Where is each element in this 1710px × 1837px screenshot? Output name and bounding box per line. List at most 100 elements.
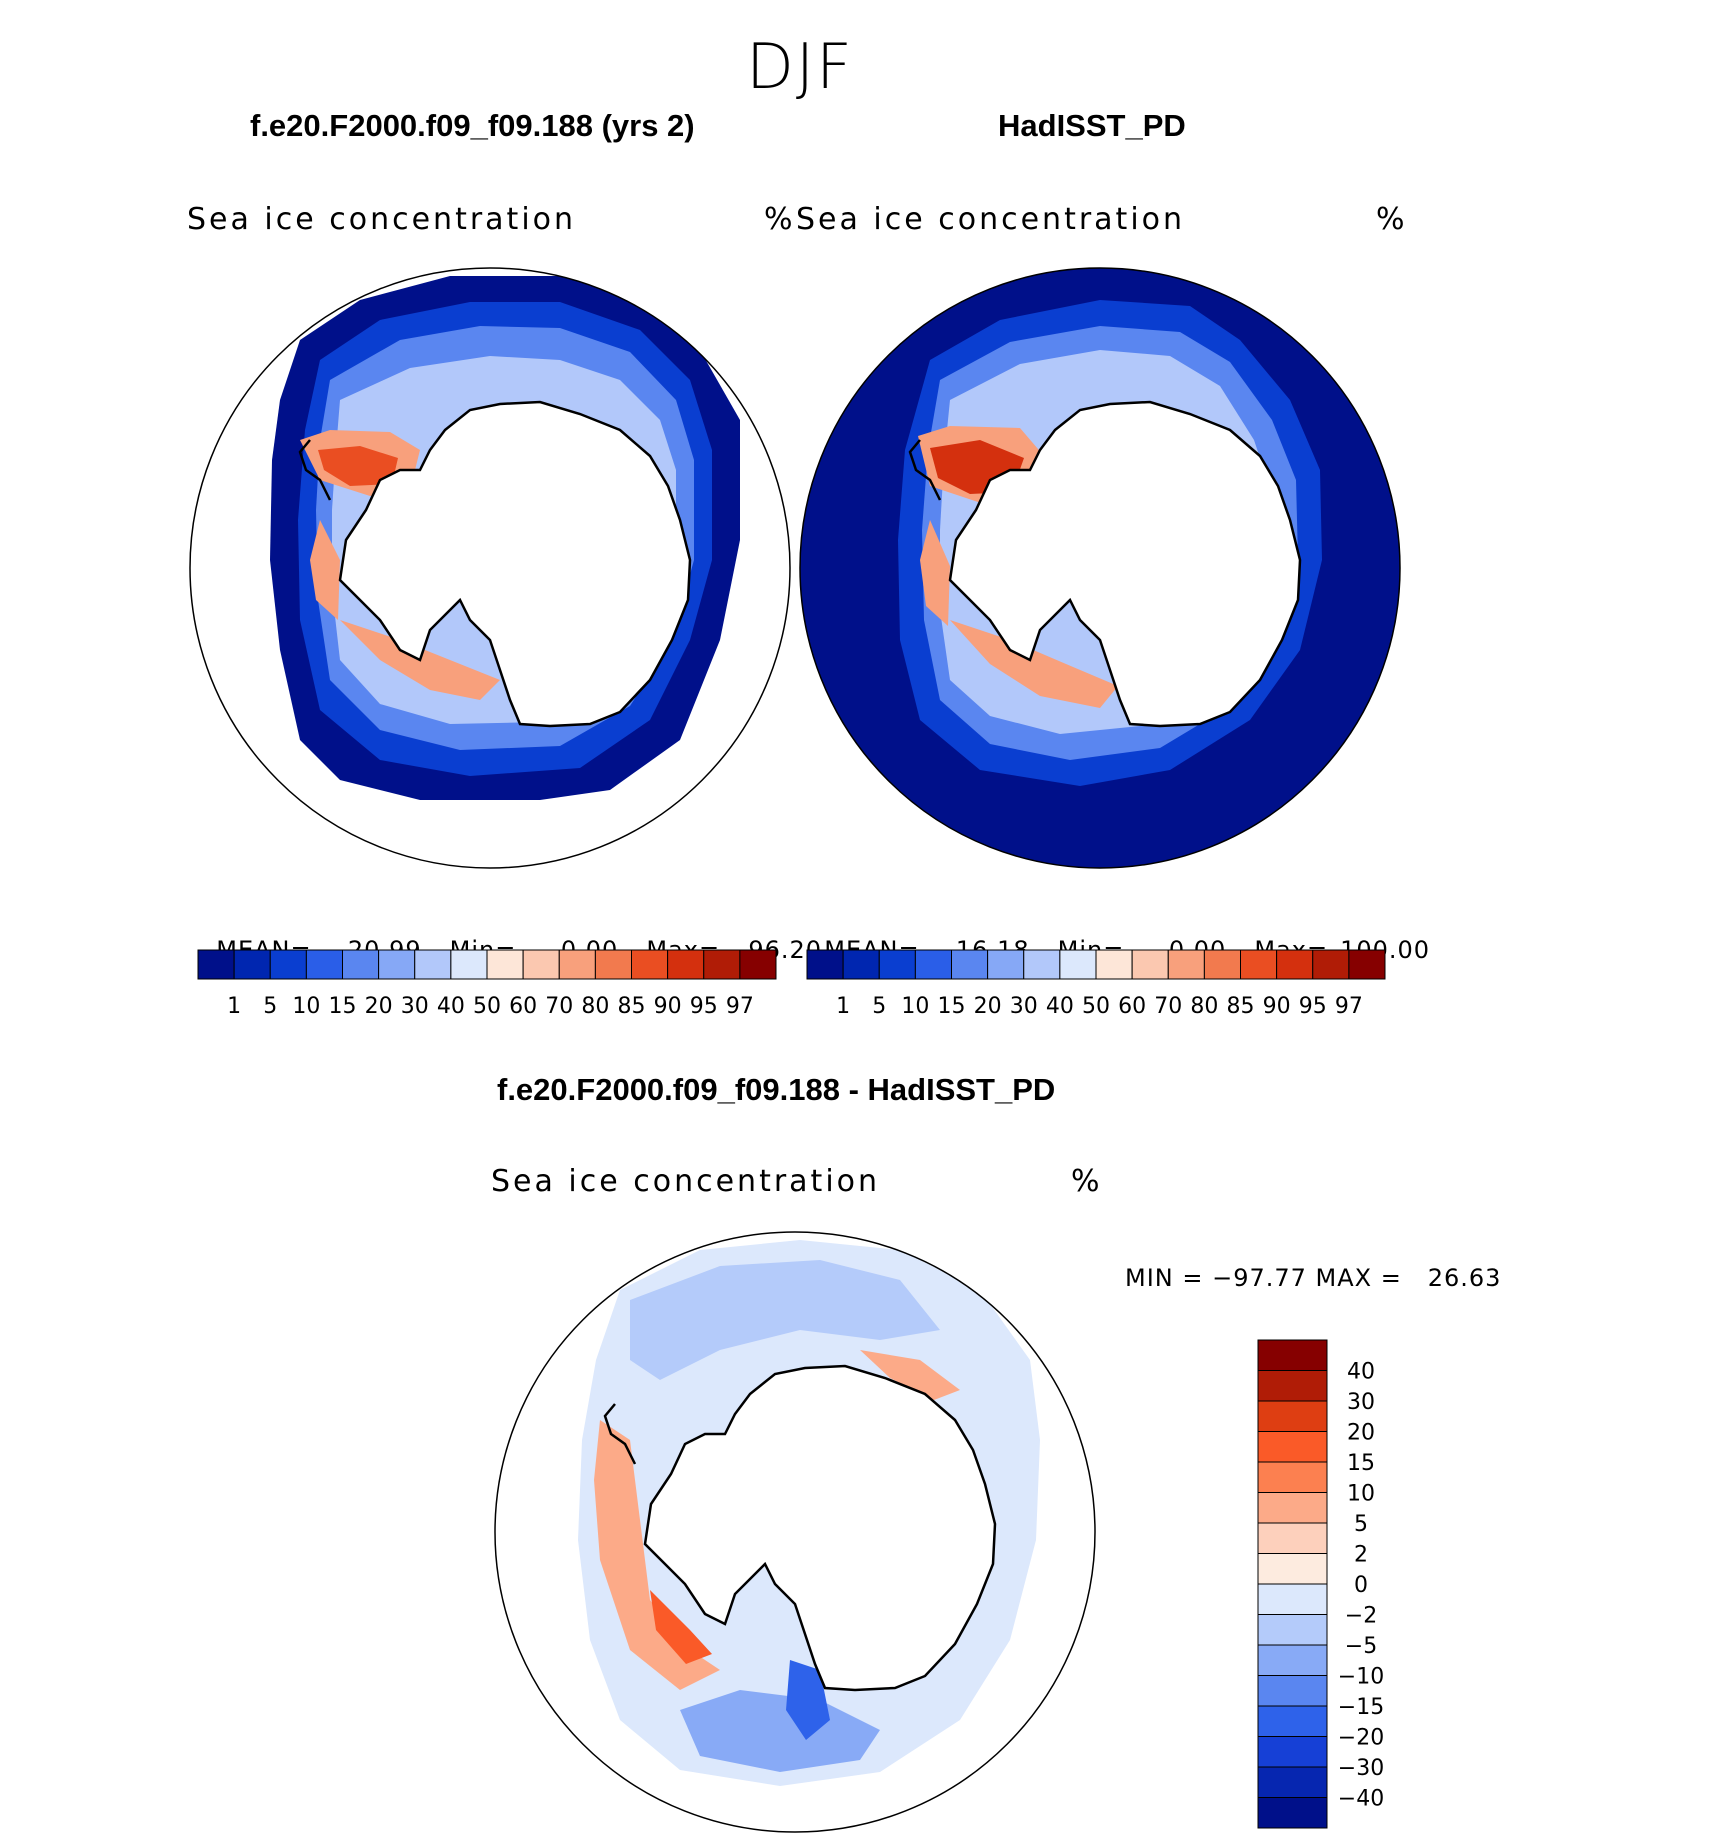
colorbar-tick-label: 90 [654,994,682,1019]
colorbar-swatch [1257,1431,1328,1463]
colorbar-swatch [1257,1583,1328,1615]
colorbar-swatch [951,949,989,980]
colorbar-swatch [739,949,777,980]
colorbar-tick-label: 85 [1227,994,1255,1019]
colorbar-swatch [1257,1675,1328,1707]
antarctica-outline-model [338,400,692,728]
colorbar-swatch [1257,1797,1328,1829]
diff-units-label: % [1071,1164,1103,1199]
ice-high-ross [950,620,1118,708]
colorbar-tick-label: 5 [263,994,277,1019]
variable-label-obs: Sea ice concentration [796,202,1186,237]
colorbar-tick-label: 40 [437,994,465,1019]
colorbar-obs: 1 5 10 15 20 30 40 50 60 70 80 85 90 95 97 [806,949,1386,1019]
colorbar-swatch [522,949,560,980]
colorbar-swatch [1240,949,1278,980]
colorbar-tick-label: 5 [1354,1512,1368,1537]
colorbar-tick-label: 1 [227,994,241,1019]
colorbar-swatch [233,949,271,980]
colorbar-swatch [1203,949,1241,980]
colorbar-tick-label: 5 [872,994,886,1019]
colorbar-swatch [342,949,380,980]
diff-variable-label: Sea ice concentration [491,1164,881,1199]
colorbar-swatch [1131,949,1169,980]
ice-high-bellingshausen [310,520,340,620]
colorbar-tick-label: 97 [726,994,754,1019]
antarctica-outline-obs [948,400,1302,728]
colorbar-swatch [450,949,488,980]
season-title: DJF [746,30,854,103]
diff-red-strong [650,1590,712,1664]
colorbar-swatch [1257,1766,1328,1798]
colorbar-tick-label: 10 [901,994,929,1019]
colorbar-swatch [1348,949,1386,980]
colorbar-swatch [987,949,1025,980]
colorbar-tick-label: 0 [1354,1573,1368,1598]
panel-title-model: f.e20.F2000.f09_f09.188 (yrs 2) [250,108,695,143]
colorbar-swatch [806,949,844,980]
colorbar-tick-label: 20 [1347,1421,1375,1446]
diff-minmax: MIN = −97.77 MAX = 26.63 [1125,1264,1502,1292]
colorbar-tick-label: 30 [401,994,429,1019]
colorbar-swatch [1059,949,1097,980]
colorbar-tick-label: −40 [1338,1787,1384,1812]
colorbar-tick-label: 30 [1010,994,1038,1019]
colorbar-tick-label: 60 [1118,994,1146,1019]
colorbar-swatch [914,949,952,980]
colorbar-swatch [703,949,741,980]
colorbar-swatch [1312,949,1350,980]
colorbar-tick-label: 30 [1347,1390,1375,1415]
diff-blue-weak [630,1260,940,1380]
colorbar-tick-label: −30 [1338,1756,1384,1781]
diff-blue-strong [786,1660,830,1740]
colorbar-swatch [1167,949,1205,980]
colorbar-swatch [486,949,524,980]
colorbar-tick-label: −10 [1338,1665,1384,1690]
colorbar-tick-label: 15 [938,994,966,1019]
colorbar-tick-label: −2 [1345,1604,1377,1629]
colorbar-tick-label: −5 [1345,1634,1377,1659]
colorbar-swatch [1095,949,1133,980]
diff-title: f.e20.F2000.f09_f09.188 - HadISST_PD [497,1072,1056,1107]
colorbar-tick-label: 1 [836,994,850,1019]
colorbar-swatch [1257,1339,1328,1371]
colorbar-tick-label: 50 [1082,994,1110,1019]
colorbar-swatch [305,949,343,980]
units-label-obs: % [1376,202,1408,237]
colorbar-tick-label: 95 [690,994,718,1019]
map-border-diff [494,1231,1096,1833]
ice-max-weddell [318,446,398,486]
colorbar-tick-label: 70 [1154,994,1182,1019]
colorbar-tick-label: 40 [1046,994,1074,1019]
colorbar-tick-label: 20 [365,994,393,1019]
colorbar-tick-label: 85 [618,994,646,1019]
colorbar-tick-label: 2 [1354,1543,1368,1568]
colorbar-swatch [878,949,916,980]
colorbar-swatch [1257,1522,1328,1554]
colorbar-swatch [594,949,632,980]
peninsula-obs [908,439,942,501]
colorbar-tick-label: 15 [1347,1451,1375,1476]
colorbar-swatch [197,949,235,980]
colorbar-tick-label: 95 [1299,994,1327,1019]
colorbar-swatch [1257,1553,1328,1585]
panel-title-obs: HadISST_PD [998,108,1186,143]
colorbar-tick-label: 10 [292,994,320,1019]
colorbar-tick-label: −15 [1338,1695,1384,1720]
colorbar-tick-label: −20 [1338,1726,1384,1751]
colorbar-swatch [1276,949,1314,980]
colorbar-swatch [1257,1492,1328,1524]
peninsula-model [298,439,332,501]
peninsula-diff [603,1403,637,1465]
colorbar-tick-label: 60 [509,994,537,1019]
colorbar-tick-label: 20 [974,994,1002,1019]
colorbar-tick-label: 90 [1263,994,1291,1019]
diff-red-west [594,1420,720,1690]
colorbar-tick-label: 50 [473,994,501,1019]
colorbar-swatch [1257,1614,1328,1646]
colorbar-model: 1 5 10 15 20 30 40 50 60 70 80 85 90 95 97 [197,949,777,1019]
colorbar-swatch [414,949,452,980]
diff-blue-med [680,1690,880,1772]
colorbar-swatch [842,949,880,980]
variable-label-model: Sea ice concentration [187,202,577,237]
